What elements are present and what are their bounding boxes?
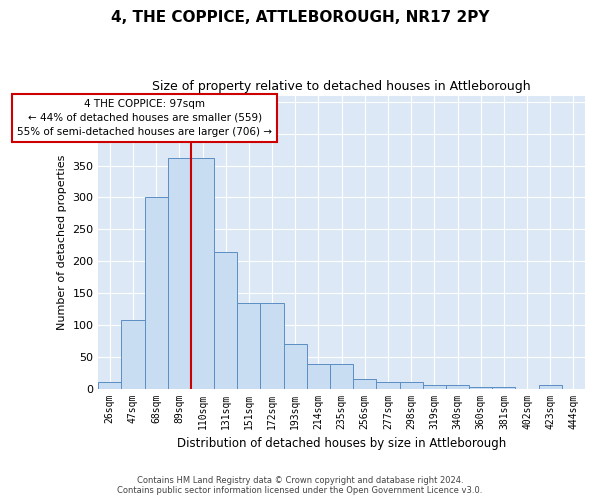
- Text: 4 THE COPPICE: 97sqm
← 44% of detached houses are smaller (559)
55% of semi-deta: 4 THE COPPICE: 97sqm ← 44% of detached h…: [17, 99, 272, 137]
- Bar: [376, 382, 400, 388]
- Bar: [214, 252, 237, 388]
- Bar: [539, 386, 562, 388]
- Title: Size of property relative to detached houses in Attleborough: Size of property relative to detached ho…: [152, 80, 531, 93]
- Bar: [145, 198, 168, 388]
- Bar: [423, 386, 446, 388]
- X-axis label: Distribution of detached houses by size in Attleborough: Distribution of detached houses by size …: [177, 437, 506, 450]
- Text: 4, THE COPPICE, ATTLEBOROUGH, NR17 2PY: 4, THE COPPICE, ATTLEBOROUGH, NR17 2PY: [111, 10, 489, 25]
- Bar: [400, 382, 423, 388]
- Bar: [284, 344, 307, 389]
- Bar: [191, 158, 214, 388]
- Bar: [260, 302, 284, 388]
- Bar: [330, 364, 353, 388]
- Bar: [446, 386, 469, 388]
- Bar: [237, 302, 260, 388]
- Bar: [98, 382, 121, 388]
- Text: Contains HM Land Registry data © Crown copyright and database right 2024.
Contai: Contains HM Land Registry data © Crown c…: [118, 476, 482, 495]
- Bar: [121, 320, 145, 388]
- Bar: [168, 158, 191, 388]
- Y-axis label: Number of detached properties: Number of detached properties: [56, 154, 67, 330]
- Bar: [353, 379, 376, 388]
- Bar: [307, 364, 330, 388]
